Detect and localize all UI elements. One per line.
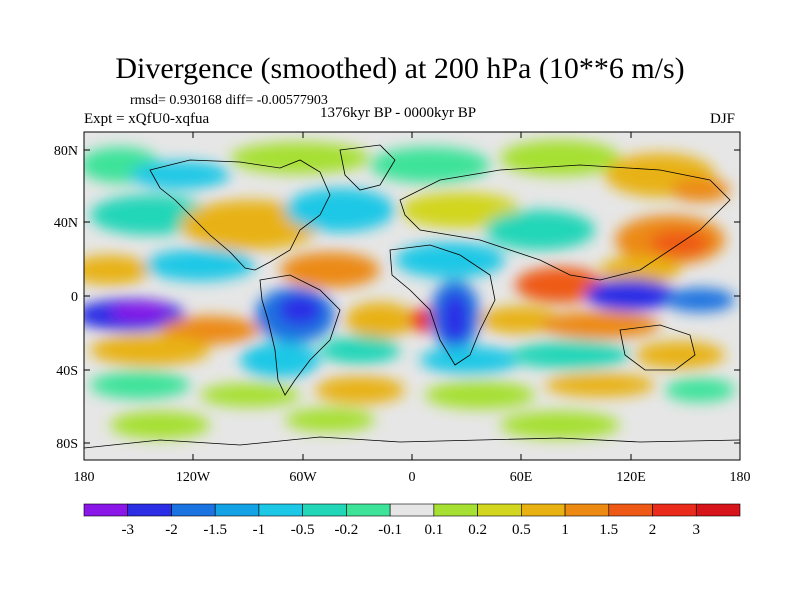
- colorbar-label: 1.5: [599, 522, 618, 538]
- colorbar-label: 2: [649, 522, 657, 538]
- lon-tick-label: 120W: [176, 470, 211, 485]
- lat-tick-label: 0: [71, 290, 78, 305]
- greenland-coast: [339, 144, 396, 191]
- colorbar-label: -2: [165, 522, 178, 538]
- lat-tick-label: 40N: [54, 216, 78, 231]
- lon-tick-label: 60E: [510, 470, 533, 485]
- season-label: DJF: [710, 111, 736, 127]
- colorbar-swatch: [127, 503, 172, 517]
- colorbar-label: 0.5: [512, 522, 531, 538]
- colorbar-swatch: [302, 503, 347, 517]
- north-america-coast: [149, 159, 331, 271]
- colorbar-swatch: [433, 503, 478, 517]
- lon-tick-label: 180: [74, 470, 95, 485]
- lon-tick-label: 0: [409, 470, 416, 485]
- colorbar-label: -0.5: [291, 522, 315, 538]
- divergence-field: [84, 132, 740, 460]
- eurasia-coast: [399, 164, 731, 281]
- colorbar-label: 0.1: [424, 522, 443, 538]
- lon-tick-label: 60W: [289, 470, 317, 485]
- colorbar-label: -0.2: [335, 522, 359, 538]
- lon-tick-label: 180: [730, 470, 751, 485]
- colorbar-label: 0.2: [468, 522, 487, 538]
- colorbar-swatch: [564, 503, 610, 517]
- colorbar-swatch: [258, 503, 303, 517]
- longitude-axis: 180 120W 60W 0 60E 120E 180: [74, 132, 751, 485]
- experiment-label: Expt = xQfU0-xqfua: [84, 111, 210, 127]
- colorbar-swatch: [652, 503, 697, 517]
- colorbar-label: 1: [561, 522, 569, 538]
- colorbar-label: 3: [693, 522, 701, 538]
- south-america-coast: [259, 274, 341, 396]
- colorbar-label: -1.5: [203, 522, 227, 538]
- stats-line: rmsd= 0.930168 diff= -0.00577903: [130, 93, 328, 108]
- map-title: Divergence (smoothed) at 200 hPa (10**6 …: [115, 52, 685, 85]
- lat-tick-label: 80N: [54, 144, 78, 159]
- colorbar-swatch: [346, 503, 391, 517]
- period-label: 1376kyr BP - 0000kyr BP: [320, 105, 477, 121]
- colorbar-swatch: [83, 503, 129, 517]
- colorbar-swatch: [608, 503, 653, 517]
- latitude-axis: 80N 40N 0 40S 80S: [54, 144, 740, 452]
- antarctica-coast: [84, 436, 740, 449]
- colorbar-swatch: [695, 503, 741, 517]
- africa-coast: [389, 244, 496, 366]
- colorbar: -3 -2 -1.5 -1 -0.5 -0.2 -0.1 0.1 0.2 0.5 1 1.5 2 3: [83, 503, 741, 538]
- colorbar-label: -0.1: [378, 522, 402, 538]
- colorbar-label: -1: [253, 522, 266, 538]
- colorbar-label: -3: [121, 522, 134, 538]
- australia-coast: [619, 324, 696, 371]
- colorbar-swatch: [389, 503, 435, 517]
- lat-tick-label: 80S: [56, 437, 78, 452]
- colorbar-swatch: [214, 503, 260, 517]
- colorbar-swatch: [477, 503, 522, 517]
- lon-tick-label: 120E: [616, 470, 646, 485]
- colorbar-swatch: [171, 503, 216, 517]
- colorbar-swatch: [521, 503, 566, 517]
- coastlines: [84, 144, 740, 449]
- lat-tick-label: 40S: [56, 364, 78, 379]
